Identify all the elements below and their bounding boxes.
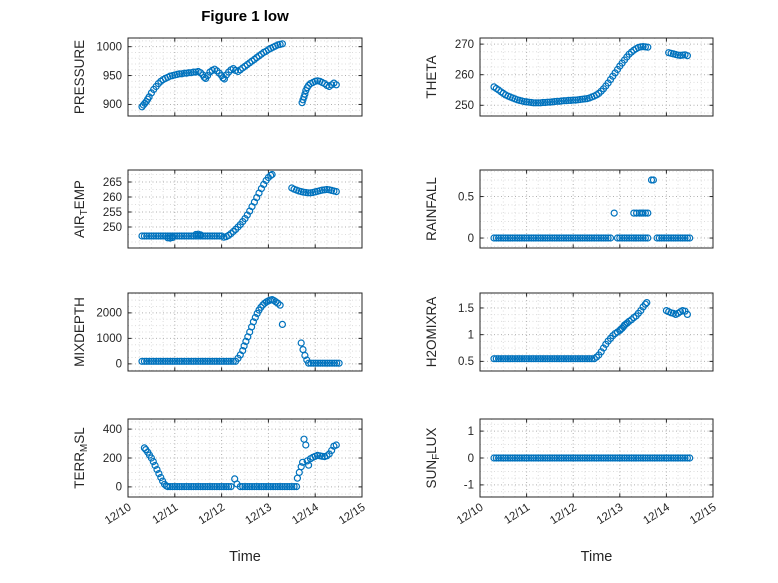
y-tick-label: 0 [116,482,122,494]
y-axis-label: TERRMSL [72,427,90,489]
y-tick-label: 950 [103,70,122,82]
y-axis-label: PRESSURE [72,40,87,114]
y-tick-label: 265 [103,177,122,189]
y-axis-label: H2OMIXRA [424,297,439,368]
y-tick-label: 400 [103,424,122,436]
subplot-rainfall: 0 0.5 RAINFALL [424,169,714,249]
subplot-pressure: 900 950 1000 PRESSURE [72,37,363,117]
data-markers [490,299,692,363]
x-tick-label: 12/11 [502,501,532,526]
x-axis-label-left: Time [229,549,261,565]
x-tick-label: 12/12 [548,501,579,527]
x-tick-label: 12/15 [337,501,368,527]
y-tick-label: 200 [103,453,122,465]
y-axis-label: MIXDEPTH [72,297,87,367]
y-tick-label: 1 [468,329,474,341]
y-tick-label: 255 [103,207,122,219]
subplot-terr-msl: 0 200 400 12/10 12/11 12/12 12/13 12/14 12/15 TER… [72,418,368,527]
x-tick-label: 12/10 [103,501,134,527]
y-tick-label: 270 [455,39,474,51]
x-tick-label: 12/13 [243,501,274,527]
data-markers [490,42,692,107]
y-tick-label: 1000 [96,333,122,345]
data-markers [138,296,343,367]
data-markers [138,170,340,242]
data-markers [140,435,340,491]
y-tick-label: 0.5 [458,356,474,368]
subplot-theta: 250 260 270 THETA [424,37,714,117]
y-tick-label: 0 [468,233,474,245]
x-axis-label-right: Time [580,549,613,565]
subplot-sun-flux: -1 0 1 12/10 12/11 12/12 12/13 12/14 12/15 SUNFLU… [424,418,719,527]
y-tick-label: 900 [103,99,122,111]
y-tick-label: 260 [103,192,122,204]
data-markers [490,176,694,242]
x-tick-label: 12/13 [595,501,626,527]
y-tick-label: 250 [103,222,122,234]
y-tick-label: 2000 [96,308,122,320]
data-markers [490,454,694,462]
x-tick-label: 12/14 [290,501,321,527]
subplot-mixdepth: 0 1000 2000 MIXDEPTH [72,292,363,372]
y-tick-label: -1 [464,480,474,492]
x-tick-label: 12/11 [150,501,180,526]
y-tick-label: 1 [468,426,474,438]
x-tick-label: 12/10 [455,501,486,527]
y-axis-label: SUNFLUX [424,428,442,489]
subplot-h2omixra: 0.5 1 1.5 H2OMIXRA [424,292,714,372]
x-tick-label: 12/12 [197,501,228,527]
y-tick-label: 1.5 [458,303,474,315]
data-markers [138,40,340,111]
y-axis-label: THETA [424,55,439,98]
subplot-air-temp: 250 255 260 265 AIRTEMP [72,169,363,249]
y-tick-label: 1000 [96,41,122,53]
y-tick-label: 0.5 [458,191,474,203]
y-tick-label: 0 [116,359,122,371]
x-tick-label: 12/15 [688,501,719,527]
x-tick-label: 12/14 [641,501,672,527]
y-axis-label: AIRTEMP [72,180,90,238]
y-tick-label: 260 [455,70,474,82]
y-tick-label: 250 [455,100,474,112]
figure-title: Figure 1 low [201,8,289,25]
y-tick-label: 0 [468,453,474,465]
y-axis-label: RAINFALL [424,177,439,241]
